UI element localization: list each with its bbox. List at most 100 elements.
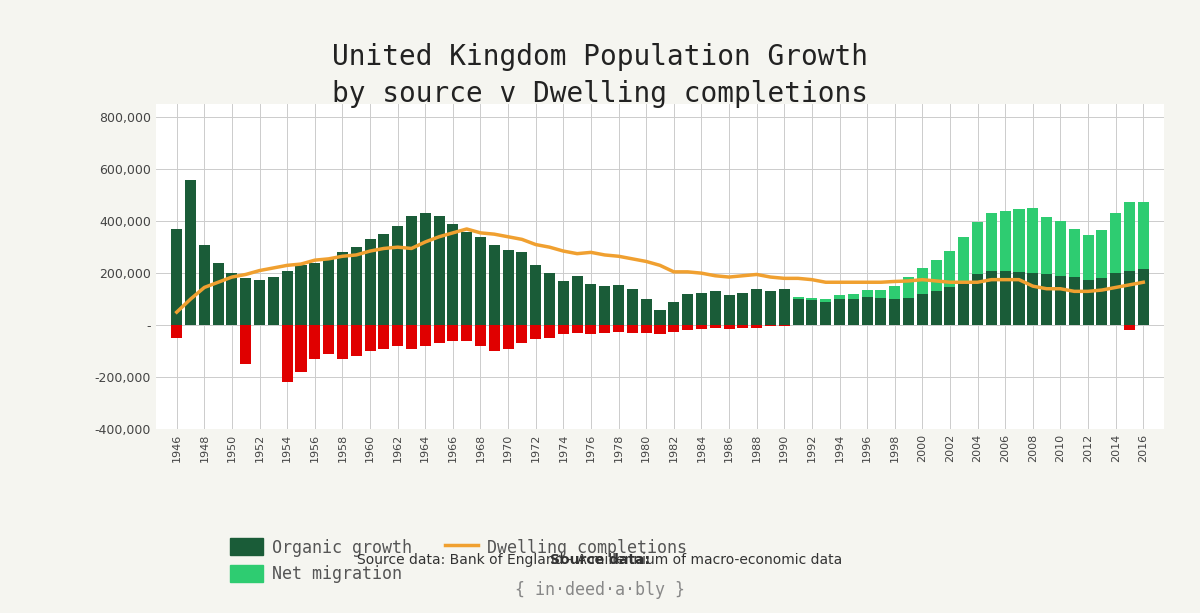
Bar: [876, 298, 887, 325]
Bar: [613, 325, 624, 332]
Bar: [199, 245, 210, 325]
Bar: [240, 325, 251, 364]
Bar: [709, 291, 721, 325]
Bar: [889, 299, 900, 325]
Bar: [682, 294, 694, 325]
Bar: [586, 325, 596, 334]
Bar: [1082, 280, 1093, 325]
Bar: [626, 325, 638, 333]
Bar: [654, 310, 666, 325]
Bar: [516, 325, 528, 343]
Bar: [1097, 278, 1108, 325]
Bar: [461, 232, 473, 325]
Bar: [530, 265, 541, 325]
Bar: [1027, 208, 1038, 273]
Bar: [1069, 277, 1080, 325]
Bar: [488, 245, 500, 325]
Bar: [1110, 273, 1121, 325]
Bar: [668, 325, 679, 332]
Bar: [544, 325, 556, 338]
Bar: [310, 325, 320, 359]
Bar: [654, 325, 666, 334]
Bar: [1055, 221, 1066, 276]
Bar: [792, 299, 804, 325]
Bar: [378, 234, 389, 325]
Bar: [751, 325, 762, 328]
Bar: [420, 325, 431, 346]
Bar: [503, 249, 514, 325]
Bar: [972, 223, 983, 275]
Bar: [1069, 229, 1080, 277]
Bar: [558, 281, 569, 325]
Bar: [613, 285, 624, 325]
Bar: [959, 281, 970, 325]
Bar: [295, 325, 306, 372]
Bar: [599, 325, 611, 333]
Bar: [337, 325, 348, 359]
Bar: [737, 325, 749, 328]
Bar: [944, 251, 955, 287]
Bar: [323, 257, 334, 325]
Bar: [862, 290, 872, 297]
Bar: [764, 291, 776, 325]
Bar: [433, 325, 444, 343]
Bar: [724, 325, 734, 329]
Bar: [586, 284, 596, 325]
Bar: [488, 325, 500, 351]
Bar: [350, 325, 361, 356]
Bar: [282, 270, 293, 325]
Bar: [1110, 213, 1121, 273]
Bar: [1042, 275, 1052, 325]
Bar: [392, 325, 403, 346]
Bar: [779, 289, 790, 325]
Bar: [724, 295, 734, 325]
Bar: [392, 226, 403, 325]
Bar: [931, 260, 942, 291]
Bar: [1097, 230, 1108, 278]
Bar: [737, 292, 749, 325]
Bar: [516, 253, 528, 325]
Bar: [1138, 269, 1148, 325]
Bar: [448, 224, 458, 325]
Bar: [904, 298, 914, 325]
Bar: [185, 180, 196, 325]
Text: United Kingdom Population Growth
by source v Dwelling completions: United Kingdom Population Growth by sour…: [332, 43, 868, 108]
Bar: [1042, 217, 1052, 275]
Bar: [847, 294, 859, 299]
Bar: [959, 237, 970, 281]
Bar: [420, 213, 431, 325]
Bar: [461, 325, 473, 341]
Bar: [378, 325, 389, 349]
Bar: [406, 325, 416, 349]
Bar: [682, 325, 694, 330]
Bar: [1055, 276, 1066, 325]
Bar: [917, 294, 928, 325]
Bar: [779, 325, 790, 327]
Bar: [986, 270, 997, 325]
Bar: [641, 325, 652, 333]
Bar: [323, 325, 334, 354]
Bar: [1000, 211, 1010, 270]
Bar: [696, 292, 707, 325]
Bar: [172, 229, 182, 325]
Bar: [764, 325, 776, 327]
Bar: [1124, 325, 1135, 330]
Bar: [1124, 202, 1135, 270]
Bar: [641, 299, 652, 325]
Bar: [172, 325, 182, 338]
Text: { in·deed·a·bly }: { in·deed·a·bly }: [515, 581, 685, 599]
Bar: [406, 216, 416, 325]
Bar: [834, 299, 845, 325]
Bar: [917, 268, 928, 294]
Bar: [365, 325, 376, 351]
Bar: [668, 302, 679, 325]
Bar: [295, 265, 306, 325]
Bar: [365, 239, 376, 325]
Bar: [227, 273, 238, 325]
Bar: [1000, 270, 1010, 325]
Bar: [931, 291, 942, 325]
Bar: [212, 263, 223, 325]
Bar: [503, 325, 514, 349]
Text: Source data:: Source data:: [550, 553, 650, 567]
Bar: [240, 278, 251, 325]
